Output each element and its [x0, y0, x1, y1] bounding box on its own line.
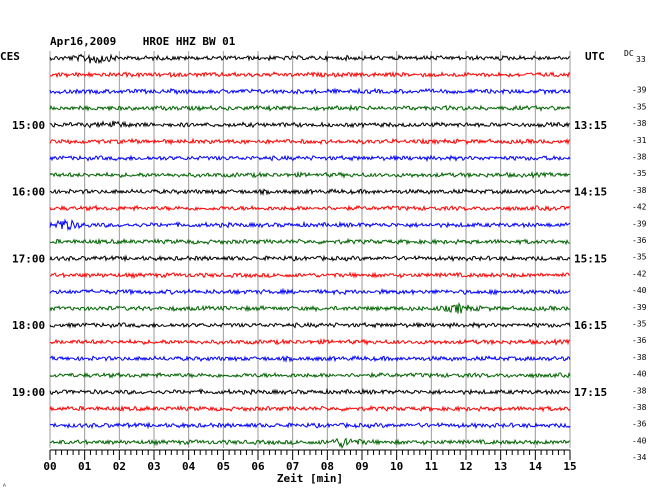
dc-offset-label: -36	[632, 420, 647, 429]
trace-row-2	[49, 87, 571, 96]
right-time-label: 13:15	[574, 119, 607, 132]
x-tick-label: 12	[459, 460, 472, 473]
dc-offset-label: -40	[632, 436, 647, 445]
x-tick-label: 02	[113, 460, 126, 473]
dc-offset-label: -35	[632, 169, 647, 178]
trace-row-14	[49, 287, 571, 296]
dc-offset-label: -36	[632, 236, 647, 245]
trace-row-20	[49, 387, 571, 396]
dc-offset-label: -38	[632, 186, 647, 195]
x-axis: 00 01 02 03 04 05 06 07 08 09 10 11 12 13 14 15	[43, 449, 577, 473]
dc-offset-label: -38	[632, 386, 647, 395]
dc-offset-labels: -39 -35 -38 -31 -38 -35 -38 -42 -39 -36 -35 -42 -40 -…	[632, 86, 647, 462]
dc-offset-label: -36	[632, 336, 647, 345]
trace-row-0	[49, 53, 571, 65]
left-time-label: 18:00	[12, 319, 45, 332]
corner-mark: ᴬ	[2, 482, 7, 491]
right-time-labels: 13:15 14:15 15:15 16:15 17:15	[574, 119, 607, 399]
dc-offset-label: -40	[632, 286, 647, 295]
x-tick-label: 05	[217, 460, 230, 473]
dc-offset-label: -38	[632, 153, 647, 162]
left-timezone-label: CES	[0, 50, 20, 63]
x-tick-label: 10	[390, 460, 403, 473]
x-tick-label: 04	[182, 460, 196, 473]
trace-row-11	[49, 237, 571, 246]
trace-row-18	[49, 355, 571, 363]
right-time-label: 16:15	[574, 319, 607, 332]
trace-row-21	[49, 404, 571, 413]
left-time-label: 17:00	[12, 252, 45, 265]
trace-row-7	[49, 170, 571, 179]
dc-offset-label: -42	[632, 203, 647, 212]
dc-offset-label: -39	[632, 219, 647, 228]
dc-offset-label: -38	[632, 353, 647, 362]
left-time-labels: 15:00 16:00 17:00 18:00 19:00	[12, 119, 45, 399]
x-tick-label: 06	[251, 460, 265, 473]
dc-offset-label: -31	[632, 136, 647, 145]
x-tick-label: 08	[321, 460, 334, 473]
trace-lines	[49, 53, 571, 449]
trace-row-10	[49, 218, 571, 232]
dc-offset-label: -39	[632, 86, 647, 95]
chart-title: Apr16,2009 HROE HHZ BW 01	[50, 35, 236, 48]
trace-row-17	[49, 337, 571, 346]
dc-value-label: 33	[636, 55, 646, 64]
trace-row-13	[49, 271, 571, 280]
dc-offset-label: -35	[632, 253, 647, 262]
left-time-label: 19:00	[12, 386, 45, 399]
trace-row-15	[49, 301, 571, 314]
dc-offset-label: -38	[632, 403, 647, 412]
right-time-label: 17:15	[574, 386, 607, 399]
trace-row-9	[49, 204, 571, 212]
left-time-label: 16:00	[12, 186, 45, 199]
x-tick-label: 09	[355, 460, 368, 473]
trace-row-8	[49, 188, 571, 196]
left-time-label: 15:00	[12, 119, 45, 132]
dc-offset-label: -42	[632, 269, 647, 278]
trace-row-22	[49, 421, 571, 430]
dc-label: DC	[624, 49, 634, 58]
dc-offset-label: -35	[632, 102, 647, 111]
grid-lines	[49, 51, 571, 448]
trace-row-3	[49, 103, 571, 112]
x-tick-label: 15	[563, 460, 576, 473]
trace-row-19	[49, 371, 571, 379]
x-tick-label: 07	[286, 460, 299, 473]
x-tick-label: 03	[147, 460, 160, 473]
trace-row-12	[49, 254, 571, 263]
x-tick-label: 01	[78, 460, 92, 473]
right-time-label: 15:15	[574, 252, 607, 265]
dc-offset-label: -35	[632, 320, 647, 329]
x-tick-label: 11	[425, 460, 439, 473]
trace-row-6	[49, 154, 571, 163]
right-timezone-label: UTC	[585, 50, 605, 63]
trace-row-1	[49, 70, 571, 79]
x-tick-label: 00	[43, 460, 56, 473]
x-tick-label: 14	[529, 460, 543, 473]
trace-row-23	[49, 437, 571, 449]
dc-offset-label: -40	[632, 370, 647, 379]
right-time-label: 14:15	[574, 186, 607, 199]
x-tick-label: 13	[494, 460, 507, 473]
dc-offset-label: -39	[632, 303, 647, 312]
trace-row-16	[49, 321, 571, 330]
dc-offset-label: -38	[632, 119, 647, 128]
trace-row-5	[49, 137, 571, 146]
dc-offset-label: -34	[632, 453, 647, 462]
x-axis-label: Zeit [min]	[277, 472, 343, 485]
trace-row-4	[49, 120, 570, 129]
